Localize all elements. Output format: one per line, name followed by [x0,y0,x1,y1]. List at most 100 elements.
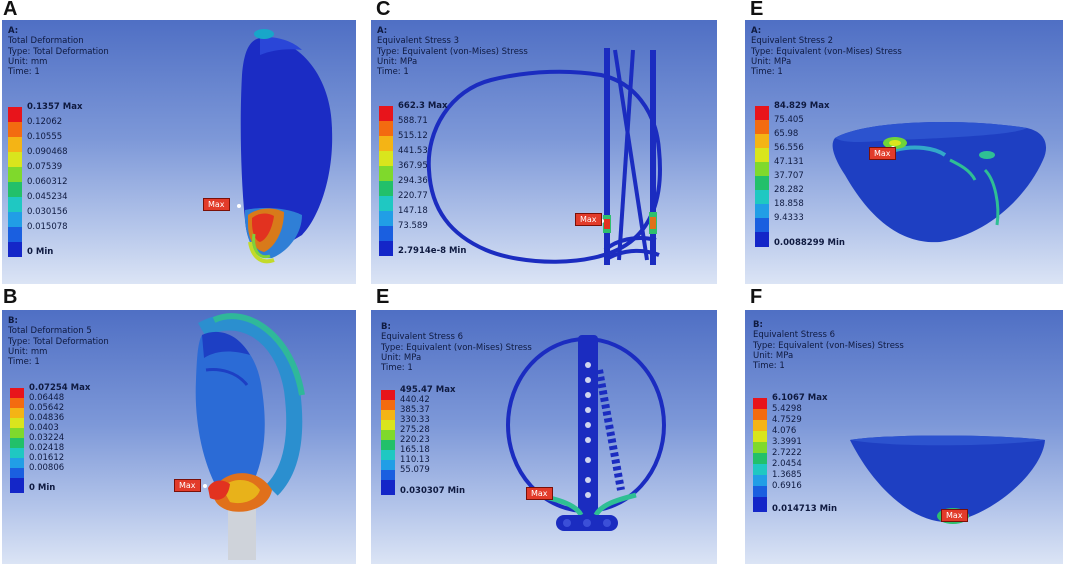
legend-value: 0.07539 [27,162,63,172]
legend-value: 220.23 [400,435,430,445]
legend-swatch [8,182,22,197]
legend-swatch [8,197,22,212]
result-unit: Unit: MPa [751,56,792,67]
legend-swatch [379,181,393,196]
legend-swatch [379,211,393,226]
legend-value: 275.28 [400,425,430,435]
panel-c: A: Equivalent Stress 3 Type: Equivalent … [371,20,717,284]
result-type: Type: Total Deformation [8,336,109,347]
legend-value: 367.95 [398,161,428,171]
panel-e-top: A: Equivalent Stress 2 Type: Equivalent … [745,20,1063,284]
result-time: Time: 1 [381,363,413,374]
result-type: Type: Equivalent (von-Mises) Stress [377,46,528,57]
legend-value: 18.858 [774,199,804,209]
legend-value: 0.10555 [27,132,63,142]
equivalent-stress-model-c [426,48,663,265]
result-name: Equivalent Stress 2 [751,36,833,47]
legend-value: 0.015078 [27,222,68,232]
legend-value: 4.7529 [772,415,802,425]
result-time: Time: 1 [8,67,40,78]
legend-swatch [379,166,393,181]
legend-swatch [755,106,769,121]
legend-swatch [8,107,22,122]
legend-value: 0.00806 [29,463,65,473]
legend-value: 1.3685 [772,470,802,480]
result-info-a: A: Total Deformation Type: Total Deforma… [8,26,109,77]
result-type: Type: Equivalent (von-Mises) Stress [753,340,904,351]
result-info-e-top: A: Equivalent Stress 2 Type: Equivalent … [751,26,902,77]
legend-value: 110.13 [400,455,430,465]
max-marker: Max [203,198,230,211]
legend-swatch [755,204,769,219]
legend-value: 0.06448 [29,393,65,403]
legend-value: 0.01612 [29,453,65,463]
panel-f: B: Equivalent Stress 6 Type: Equivalent … [745,310,1063,564]
panel-label-c: C [376,0,391,20]
legend-value: 2.0454 [772,459,802,469]
legend-value: 5.4298 [772,404,802,414]
max-marker: Max [575,213,602,226]
legend-swatch [755,148,769,163]
panel-label-a: A [3,0,18,20]
legend-value: 385.37 [400,405,430,415]
legend-swatch [379,106,393,121]
panel-label-f: F [750,286,763,308]
legend-max-value: 84.829 Max [774,101,830,111]
legend-swatch [379,136,393,151]
legend-value: 147.18 [398,206,428,216]
result-name: Equivalent Stress 6 [753,330,835,341]
legend-value: 440.42 [400,395,430,405]
total-deformation-model-a [237,29,333,264]
legend-value: 0.04836 [29,413,65,423]
panel-label-e-top: E [750,0,764,20]
panel-label-b: B [3,286,18,308]
legend-value: 165.18 [400,445,430,455]
legend-swatch [10,478,24,493]
result-id: B: [381,322,391,332]
panel-e-bottom: B: Equivalent Stress 6 Type: Equivalent … [371,310,717,564]
legend-value: 28.282 [774,185,804,195]
legend-swatch [379,226,393,241]
legend-swatch [755,162,769,177]
result-info-c: A: Equivalent Stress 3 Type: Equivalent … [377,26,528,77]
legend-value: 294.36 [398,176,428,186]
color-legend-e-bottom: 495.47 Max 440.42 385.37 330.33 275.28 2… [381,385,501,540]
result-time: Time: 1 [751,67,783,78]
legend-min-value: 0.030307 Min [400,486,466,496]
legend-value: 9.4333 [774,213,804,223]
legend-value: 55.079 [400,465,430,475]
legend-max-value: 0.07254 Max [29,383,91,393]
result-id: B: [753,320,763,330]
legend-min-value: 0.014713 Min [772,504,838,514]
legend-value: 441.53 [398,146,428,156]
legend-swatch [379,151,393,166]
panel-label-e-bottom: E [376,286,390,308]
legend-value: 0.030156 [27,207,68,217]
legend-swatch [755,232,769,247]
legend-value: 0.12062 [27,117,63,127]
legend-value: 0.060312 [27,177,68,187]
legend-swatch [755,218,769,233]
legend-swatch [755,190,769,205]
total-deformation-model-b [195,313,305,560]
legend-value: 0.05642 [29,403,65,413]
result-id: A: [8,26,19,36]
max-marker: Max [869,147,896,160]
color-legend-b: 0.07254 Max 0.06448 0.05642 0.04836 0.04… [10,383,130,538]
legend-value: 220.77 [398,191,428,201]
result-unit: Unit: mm [8,56,48,67]
result-type: Type: Equivalent (von-Mises) Stress [381,342,532,353]
legend-value: 65.98 [774,129,799,139]
result-name: Equivalent Stress 6 [381,332,463,343]
legend-swatch [8,167,22,182]
result-unit: Unit: mm [8,346,48,357]
legend-swatch [8,227,22,242]
result-type: Type: Equivalent (von-Mises) Stress [751,46,902,57]
legend-value: 0.045234 [27,192,68,202]
result-id: B: [8,316,18,326]
result-unit: Unit: MPa [381,352,422,363]
legend-swatch [755,120,769,135]
result-name: Total Deformation [8,36,84,47]
legend-swatch [381,480,395,495]
legend-swatch [8,242,22,257]
